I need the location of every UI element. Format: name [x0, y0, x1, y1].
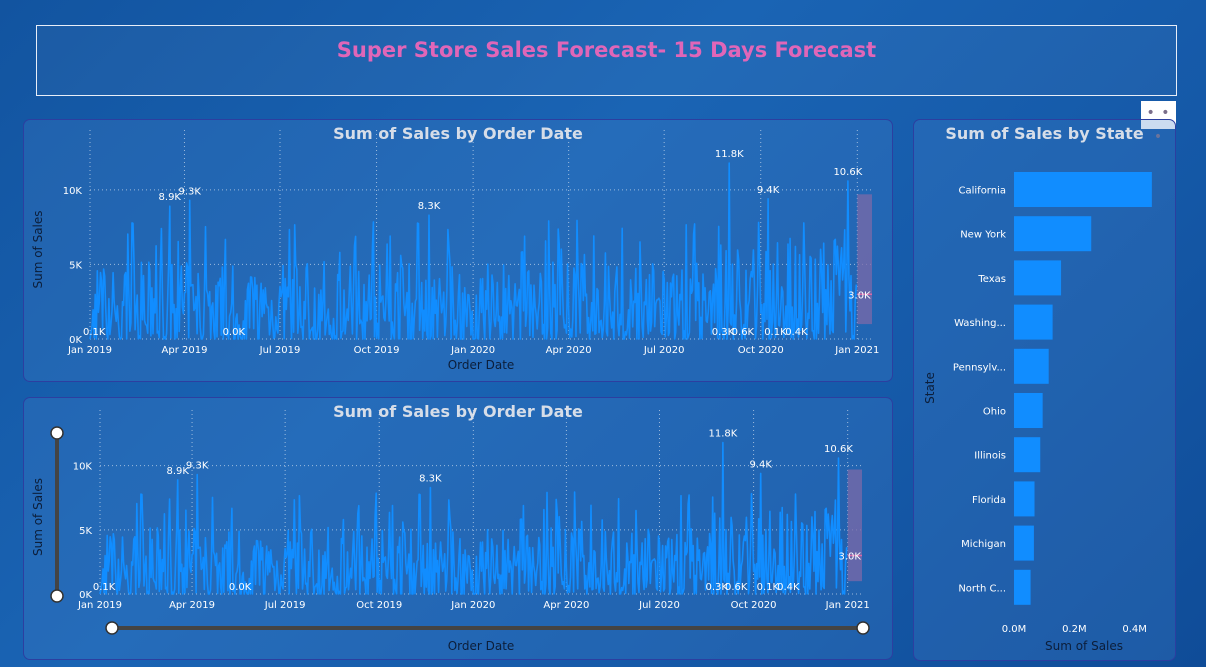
bottom-data-label: 11.8K [708, 429, 737, 440]
top-x-tick-label: Apr 2019 [162, 345, 208, 356]
bottom-data-label: 8.3K [419, 473, 442, 484]
bottom-sales-line [99, 441, 848, 595]
state-bar [1014, 172, 1152, 207]
top-data-label: 11.8K [715, 149, 744, 160]
top-data-label: 9.4K [757, 185, 780, 196]
state-bar [1014, 348, 1049, 384]
bottom-x-tick-label: Oct 2019 [356, 600, 402, 611]
bottom-x-zoom-handle-left[interactable] [105, 621, 119, 635]
top-data-label: 8.3K [418, 201, 441, 212]
state-category-label: Ohio [983, 407, 1006, 418]
bottom-y-tick-label: 0K [79, 590, 92, 601]
bottom-line-chart-panel[interactable]: Sum of Sales by Order Date 0K 5K 10K Jan 20… [23, 397, 893, 660]
state-category-label: Pennsylv... [953, 362, 1006, 373]
top-y-tick-label: 0K [69, 335, 82, 346]
state-category-label: North C... [958, 583, 1006, 594]
state-bar [1014, 569, 1031, 605]
top-data-label: 8.9K [159, 192, 182, 203]
top-y-tick-label: 10K [63, 186, 83, 197]
state-bar [1014, 304, 1053, 340]
bottom-x-tick-label: Apr 2019 [169, 600, 215, 611]
top-chart-svg: 0K 5K 10K Jan 2019 Apr 2019 Jul 2019 Oct 2019 J… [31, 130, 879, 372]
state-x-tick-label: 0.0M [1002, 624, 1027, 635]
bottom-x-tick-label: Jan 2019 [77, 600, 122, 611]
state-category-label: Illinois [974, 451, 1006, 462]
top-data-label: 0.6K [732, 327, 755, 338]
state-bar [1014, 525, 1034, 561]
bottom-x-tick-label: Apr 2020 [543, 600, 589, 611]
top-data-label: 0.3K [712, 327, 735, 338]
top-y-tick-label: 5K [69, 260, 82, 271]
bottom-data-label: 0.0K [229, 582, 252, 593]
top-x-tick-label: Jan 2020 [450, 345, 495, 356]
top-x-tick-label: Oct 2020 [738, 345, 784, 356]
state-chart-svg: California New York Texas Washing... Pennsyl… [923, 172, 1152, 653]
bottom-x-tick-label: Jul 2020 [638, 600, 680, 611]
top-x-tick-label: Jan 2019 [67, 345, 112, 356]
bottom-x-axis-title: Order Date [448, 639, 515, 653]
bottom-y-tick-label: 10K [73, 462, 93, 473]
top-x-tick-label: Jul 2020 [643, 345, 685, 356]
bottom-data-label: 0.6K [725, 582, 748, 593]
state-chart-title: Sum of Sales by State [945, 124, 1144, 143]
bottom-y-zoom-handle-bottom[interactable] [50, 589, 64, 603]
bottom-data-label: 0.1K [93, 582, 116, 593]
bottom-forecast-band [847, 469, 862, 582]
bottom-x-tick-label: Jan 2020 [450, 600, 495, 611]
bottom-y-tick-label: 5K [79, 526, 92, 537]
state-bar-chart-panel[interactable]: Sum of Sales by State California New York… [913, 119, 1176, 661]
state-bar [1014, 437, 1041, 473]
bottom-data-label: 3.0K [838, 552, 861, 563]
state-category-label: Texas [977, 274, 1006, 285]
state-bar [1014, 481, 1035, 517]
top-x-axis-title: Order Date [448, 358, 515, 372]
bottom-y-zoom-handle-top[interactable] [50, 426, 64, 440]
state-bar [1014, 393, 1043, 428]
bottom-data-label: 8.9K [166, 466, 189, 477]
bottom-chart-svg: 0K 5K 10K Jan 2019 Apr 2019 Jul 2019 Oct 2019 J… [31, 410, 870, 653]
state-x-axis-title: Sum of Sales [1045, 639, 1123, 653]
top-forecast-band [857, 194, 872, 325]
top-data-label: 0.1K [764, 327, 787, 338]
top-sales-line [89, 162, 858, 340]
bottom-x-tick-label: Jul 2019 [264, 600, 306, 611]
state-category-label: California [959, 186, 1007, 197]
report-title: Super Store Sales Forecast- 15 Days Fore… [336, 38, 877, 62]
top-line-chart-panel[interactable]: Sum of Sales by Order Date 0K 5K 10K Jan 20… [23, 119, 893, 382]
more-options-button[interactable]: • • • [1141, 101, 1176, 145]
state-x-tick-label: 0.2M [1062, 624, 1087, 635]
top-x-tick-label: Jul 2019 [259, 345, 301, 356]
top-data-label: 0.0K [223, 327, 246, 338]
bottom-y-axis-title: Sum of Sales [31, 478, 45, 556]
bottom-x-zoom-handle-right[interactable] [856, 621, 870, 635]
bottom-data-label: 0.1K [757, 582, 780, 593]
top-x-tick-label: Apr 2020 [546, 345, 592, 356]
bottom-data-label: 0.4K [777, 582, 800, 593]
top-chart-title: Sum of Sales by Order Date [333, 124, 583, 143]
bottom-data-label: 9.3K [186, 461, 209, 472]
state-x-tick-label: 0.4M [1122, 624, 1147, 635]
bottom-data-label: 0.3K [706, 582, 729, 593]
state-bar [1014, 216, 1092, 252]
top-data-label: 0.4K [785, 327, 808, 338]
state-bar [1014, 260, 1062, 296]
bottom-x-tick-label: Oct 2020 [731, 600, 777, 611]
report-title-box: Super Store Sales Forecast- 15 Days Fore… [36, 25, 1177, 96]
state-y-axis-title: State [923, 372, 937, 404]
state-category-label: Washing... [954, 318, 1006, 329]
top-data-label: 3.0K [848, 290, 871, 301]
top-data-label: 9.3K [178, 186, 201, 197]
top-data-label: 10.6K [833, 167, 862, 178]
bottom-chart-title: Sum of Sales by Order Date [333, 402, 583, 421]
state-category-label: Florida [972, 495, 1006, 506]
bottom-x-tick-label: Jan 2021 [825, 600, 870, 611]
bottom-data-label: 9.4K [750, 459, 773, 470]
top-data-label: 0.1K [83, 327, 106, 338]
top-x-tick-label: Jan 2021 [834, 345, 879, 356]
bottom-data-label: 10.6K [824, 444, 853, 455]
state-category-label: Michigan [961, 539, 1006, 550]
top-x-tick-label: Oct 2019 [354, 345, 400, 356]
top-y-axis-title: Sum of Sales [31, 210, 45, 288]
state-category-label: New York [960, 230, 1006, 241]
